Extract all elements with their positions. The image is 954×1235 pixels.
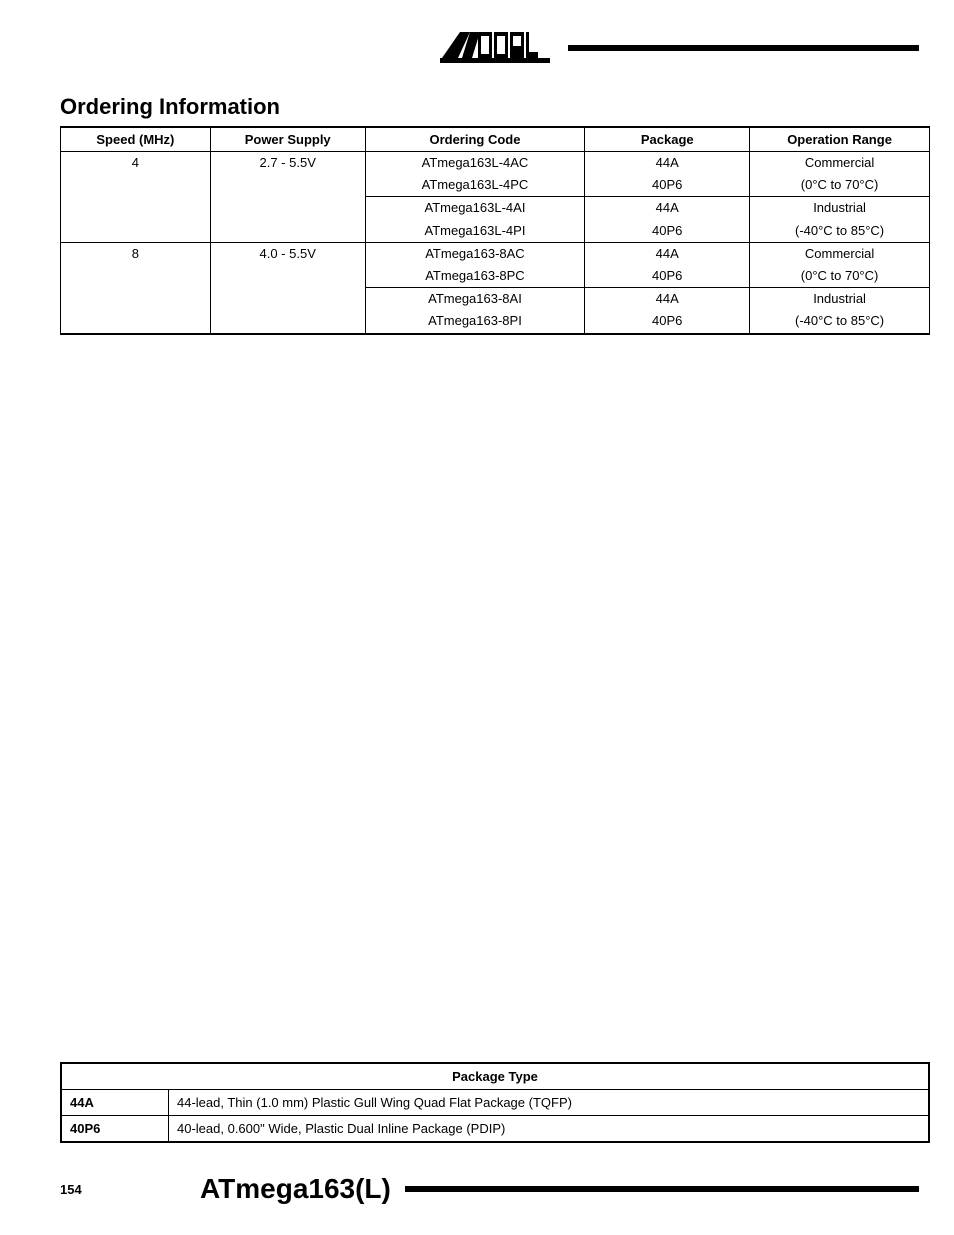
pkg-code: 40P6 bbox=[61, 1116, 169, 1143]
cell-code: ATmega163-8AI bbox=[365, 288, 585, 311]
table-row: 40P6 40-lead, 0.600" Wide, Plastic Dual … bbox=[61, 1116, 929, 1143]
cell-op: Industrial bbox=[750, 197, 930, 220]
col-power: Power Supply bbox=[210, 127, 365, 152]
document-title: ATmega163(L) bbox=[200, 1173, 391, 1205]
col-oprange: Operation Range bbox=[750, 127, 930, 152]
cell-op: (-40°C to 85°C) bbox=[750, 220, 930, 243]
table-header-row: Speed (MHz) Power Supply Ordering Code P… bbox=[61, 127, 930, 152]
cell-op: (0°C to 70°C) bbox=[750, 265, 930, 288]
cell-code: ATmega163L-4PC bbox=[365, 174, 585, 197]
pkg-code: 44A bbox=[61, 1090, 169, 1116]
header-rule bbox=[568, 45, 919, 51]
cell-code: ATmega163-8AC bbox=[365, 242, 585, 265]
cell-pkg: 44A bbox=[585, 242, 750, 265]
col-code: Ordering Code bbox=[365, 127, 585, 152]
page-header bbox=[60, 30, 919, 66]
cell-op: Industrial bbox=[750, 288, 930, 311]
cell-op: (-40°C to 85°C) bbox=[750, 310, 930, 333]
ordering-table: Speed (MHz) Power Supply Ordering Code P… bbox=[60, 126, 930, 335]
page-footer: 154 ATmega163(L) bbox=[60, 1173, 919, 1235]
pkg-desc: 40-lead, 0.600" Wide, Plastic Dual Inlin… bbox=[169, 1116, 930, 1143]
table-row: 4 2.7 - 5.5V ATmega163L-4AC 44A Commerci… bbox=[61, 152, 930, 175]
cell-pkg: 40P6 bbox=[585, 174, 750, 197]
cell-code: ATmega163-8PC bbox=[365, 265, 585, 288]
cell-code: ATmega163L-4AI bbox=[365, 197, 585, 220]
cell-power: 2.7 - 5.5V bbox=[210, 152, 365, 243]
section-title: Ordering Information bbox=[60, 94, 919, 120]
cell-pkg: 44A bbox=[585, 152, 750, 175]
cell-code: ATmega163L-4PI bbox=[365, 220, 585, 243]
cell-op: Commercial bbox=[750, 152, 930, 175]
cell-op: (0°C to 70°C) bbox=[750, 174, 930, 197]
cell-power: 4.0 - 5.5V bbox=[210, 242, 365, 333]
cell-code: ATmega163-8PI bbox=[365, 310, 585, 333]
cell-pkg: 44A bbox=[585, 197, 750, 220]
cell-pkg: 44A bbox=[585, 288, 750, 311]
cell-op: Commercial bbox=[750, 242, 930, 265]
package-type-table: Package Type 44A 44-lead, Thin (1.0 mm) … bbox=[60, 1062, 930, 1143]
pkg-header: Package Type bbox=[61, 1063, 929, 1090]
footer-rule bbox=[405, 1186, 919, 1192]
table-row: 44A 44-lead, Thin (1.0 mm) Plastic Gull … bbox=[61, 1090, 929, 1116]
cell-pkg: 40P6 bbox=[585, 310, 750, 333]
table-row: 8 4.0 - 5.5V ATmega163-8AC 44A Commercia… bbox=[61, 242, 930, 265]
cell-code: ATmega163L-4AC bbox=[365, 152, 585, 175]
page-number: 154 bbox=[60, 1182, 130, 1197]
table-header-row: Package Type bbox=[61, 1063, 929, 1090]
atmel-logo bbox=[440, 30, 550, 66]
cell-speed: 4 bbox=[61, 152, 211, 243]
cell-speed: 8 bbox=[61, 242, 211, 333]
cell-pkg: 40P6 bbox=[585, 265, 750, 288]
pkg-desc: 44-lead, Thin (1.0 mm) Plastic Gull Wing… bbox=[169, 1090, 930, 1116]
col-speed: Speed (MHz) bbox=[61, 127, 211, 152]
col-package: Package bbox=[585, 127, 750, 152]
cell-pkg: 40P6 bbox=[585, 220, 750, 243]
